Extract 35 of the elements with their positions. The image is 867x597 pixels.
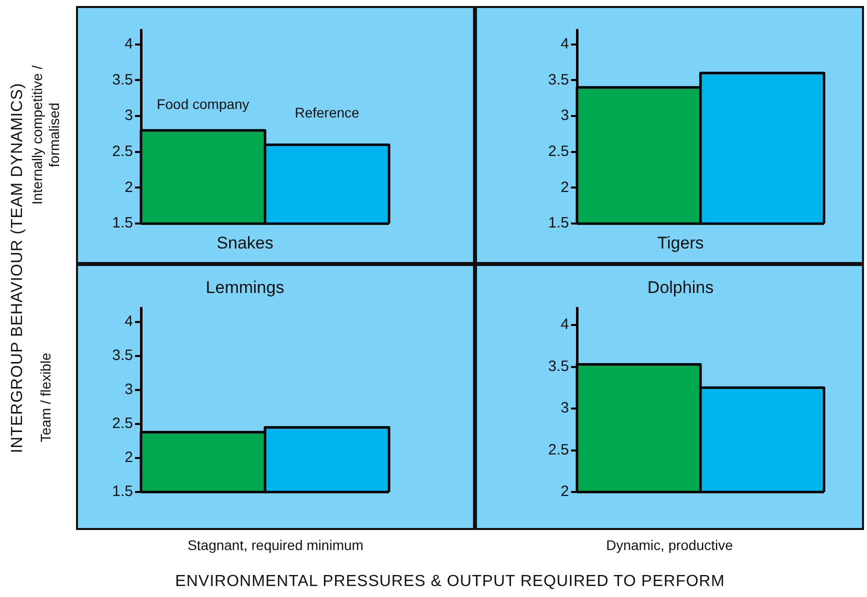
x-axis-title: Stagnant, required minimum	[186, 537, 364, 553]
chart-title: Lemmings	[206, 278, 284, 297]
text: INTERGROUP BEHAVIOUR (TEAM DYNAMICS)	[9, 82, 27, 454]
text: Tigers	[657, 233, 704, 252]
y-tick-label: 3.5	[548, 358, 569, 375]
y-tick-label: 2	[560, 483, 569, 500]
text: ENVIRONMENTAL PRESSURES & OUTPUT REQUIRED TO PERFORM	[174, 573, 726, 591]
y-tick-label: 3	[124, 107, 133, 124]
y-tick-label: 4	[124, 313, 133, 330]
series-label: Food company	[156, 96, 250, 112]
y-tick-label: 2.5	[548, 441, 569, 458]
y-tick-label: 3.5	[112, 347, 133, 364]
y-tick-label: 4	[560, 35, 569, 52]
y-tick-label: 2.5	[112, 143, 133, 160]
y-tick-label: 3	[560, 107, 569, 124]
y-tick-label: 2	[124, 178, 133, 196]
y-axis-title: Team / flexible	[38, 351, 54, 444]
x-axis-title: Dynamic, productive	[605, 537, 734, 553]
y-tick-label: 3	[560, 400, 569, 417]
y-tick-label: 4	[124, 35, 133, 52]
chart-title: Dolphins	[647, 278, 714, 297]
y-tick-label: 3	[124, 381, 133, 398]
series-label: Reference	[294, 104, 360, 121]
y-tick-label: 2.5	[548, 143, 569, 160]
text: Snakes	[216, 233, 274, 252]
y-tick-label: 1.5	[112, 214, 133, 232]
y-tick-label: 4	[560, 316, 569, 334]
y-tick-label: 2	[124, 449, 133, 466]
y-tick-label: 2	[560, 178, 569, 196]
y-tick-label: 1.5	[112, 483, 133, 500]
y-tick-label: 1.5	[548, 214, 569, 232]
y-tick-label: 3.5	[548, 71, 569, 88]
y-axis-title: Internally competitive / formalised	[29, 64, 63, 207]
y-tick-label: 2.5	[112, 415, 133, 432]
y-tick-label: 3.5	[112, 71, 133, 88]
